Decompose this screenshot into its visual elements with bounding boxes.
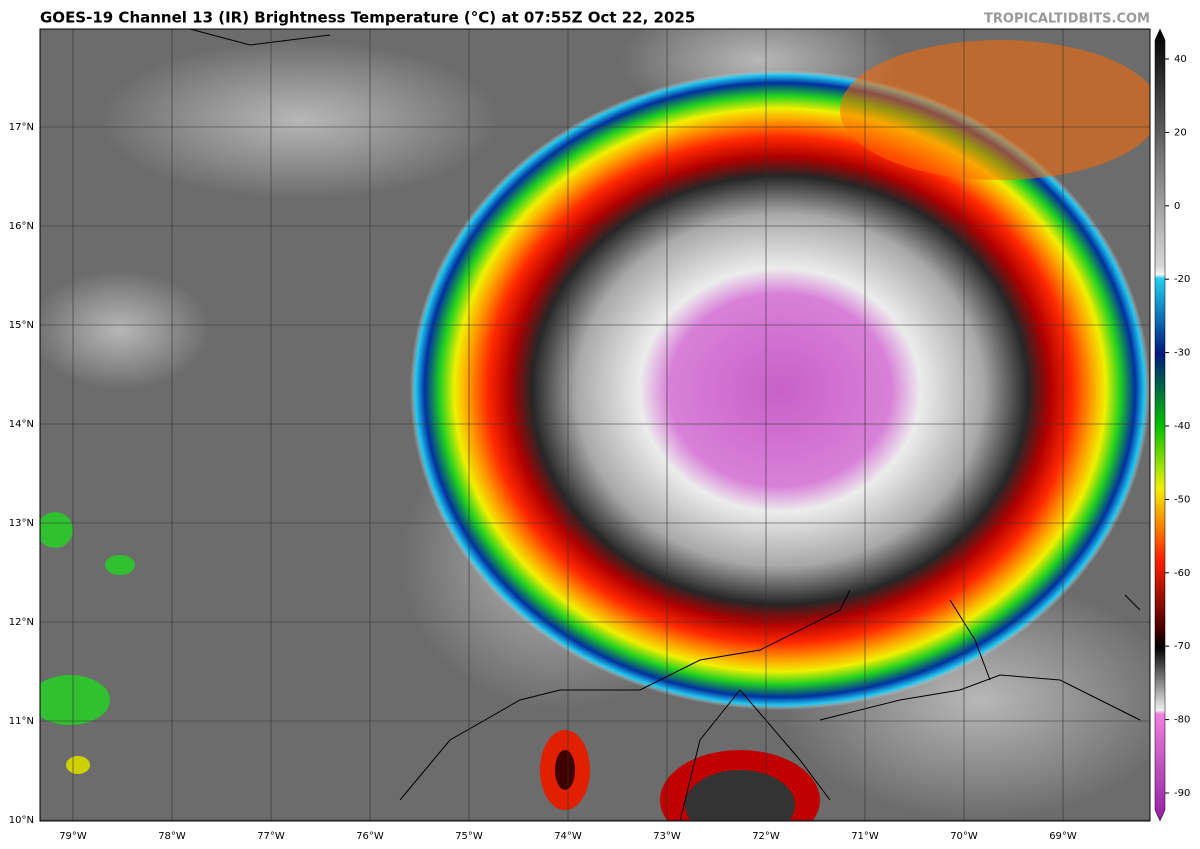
lat-label: 15°N bbox=[9, 320, 34, 331]
lon-label: 79°W bbox=[59, 831, 87, 842]
graticule bbox=[40, 29, 1150, 821]
lat-label: 17°N bbox=[9, 122, 34, 133]
title: GOES-19 Channel 13 (IR) Brightness Tempe… bbox=[40, 9, 695, 27]
lat-label: 16°N bbox=[9, 221, 34, 232]
lon-label: 78°W bbox=[158, 831, 186, 842]
colorbar-label: -80 bbox=[1174, 715, 1190, 726]
lat-label: 13°N bbox=[9, 518, 34, 529]
lon-label: 73°W bbox=[653, 831, 681, 842]
lat-label: 14°N bbox=[9, 419, 34, 430]
colorbar-label: 0 bbox=[1174, 201, 1180, 212]
lon-label: 74°W bbox=[554, 831, 582, 842]
lon-label: 72°W bbox=[752, 831, 780, 842]
colorbar-label: -30 bbox=[1174, 348, 1190, 359]
colorbar-label: -40 bbox=[1174, 421, 1190, 432]
lat-label: 10°N bbox=[9, 815, 34, 826]
colorbar-label: -70 bbox=[1174, 641, 1190, 652]
colorbar-label: -90 bbox=[1174, 788, 1190, 799]
colorbar-label: -50 bbox=[1174, 494, 1190, 505]
lat-label: 11°N bbox=[9, 716, 34, 727]
colorbar-label: -20 bbox=[1174, 274, 1190, 285]
lon-label: 71°W bbox=[851, 831, 879, 842]
watermark: TROPICALTIDBITS.COM bbox=[984, 12, 1150, 27]
lon-label: 69°W bbox=[1049, 831, 1077, 842]
lat-label: 12°N bbox=[9, 617, 34, 628]
labels: 17°N 16°N 15°N 14°N 13°N 12°N 11°N 10°N 79°W 78°W… bbox=[9, 54, 1191, 842]
satellite-image bbox=[40, 29, 1150, 821]
colorbar-label: -60 bbox=[1174, 568, 1190, 579]
lon-label: 75°W bbox=[455, 831, 483, 842]
lon-label: 70°W bbox=[950, 831, 978, 842]
colorbar-label: 20 bbox=[1174, 127, 1187, 138]
lon-label: 77°W bbox=[257, 831, 285, 842]
map-frame bbox=[39, 28, 1151, 822]
lon-label: 76°W bbox=[356, 831, 384, 842]
colorbar-label: 40 bbox=[1174, 54, 1187, 65]
colorbar bbox=[1154, 28, 1166, 822]
